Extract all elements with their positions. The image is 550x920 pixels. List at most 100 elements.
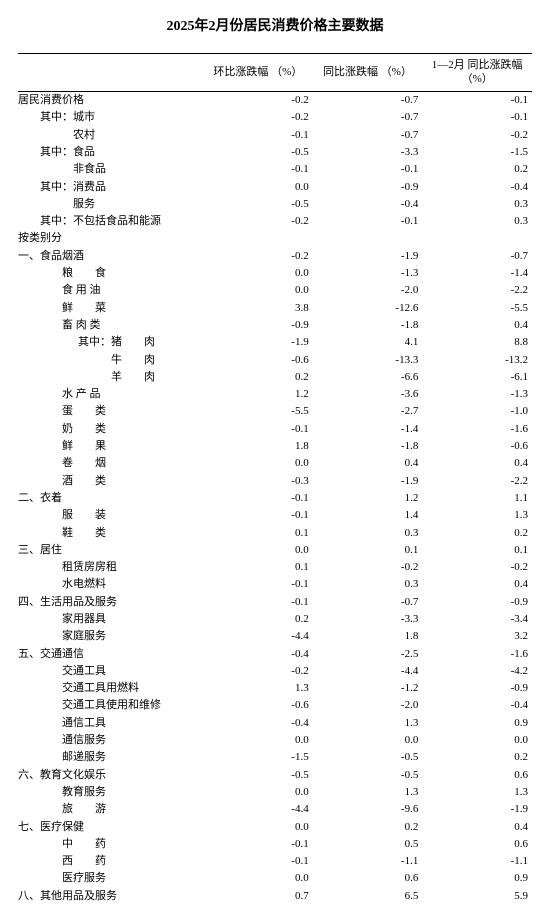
row-value: -0.6	[422, 438, 532, 455]
table-row: 羊 肉0.2-6.6-6.1	[18, 368, 532, 385]
row-value: 0.0	[203, 818, 313, 835]
row-value: -0.5	[203, 143, 313, 160]
row-value: 4.1	[313, 334, 423, 351]
table-row: 其中：猪 肉-1.94.18.8	[18, 334, 532, 351]
row-value: 1.3	[313, 783, 423, 800]
row-value: 0.4	[422, 818, 532, 835]
row-value: -4.4	[313, 662, 423, 679]
row-value: 0.6	[422, 835, 532, 852]
row-label: 畜 肉 类	[18, 316, 203, 333]
row-value: 0.0	[203, 783, 313, 800]
table-row: 五、交通通信-0.4-2.5-1.6	[18, 645, 532, 662]
row-label: 蛋 类	[18, 403, 203, 420]
row-value: -5.5	[203, 403, 313, 420]
row-value: -6.6	[313, 368, 423, 385]
row-label: 卷 烟	[18, 455, 203, 472]
row-value: -0.1	[422, 91, 532, 109]
row-value: -0.1	[203, 126, 313, 143]
row-value: 0.2	[203, 611, 313, 628]
row-label: 农村	[18, 126, 203, 143]
header-row: 环比涨跌幅 （%） 同比涨跌幅 （%） 1—2月 同比涨跌幅（%）	[18, 54, 532, 92]
row-value: -0.1	[313, 213, 423, 230]
row-value: 0.0	[203, 541, 313, 558]
row-value: -13.2	[422, 351, 532, 368]
row-value: 0.0	[422, 732, 532, 749]
row-value: 0.2	[422, 161, 532, 178]
row-value: -2.2	[422, 472, 532, 489]
row-label: 家庭服务	[18, 628, 203, 645]
table-row: 一、食品烟酒-0.2-1.9-0.7	[18, 247, 532, 264]
row-value: -1.5	[422, 143, 532, 160]
row-value: -3.3	[313, 611, 423, 628]
row-label: 家用器具	[18, 611, 203, 628]
row-value: -2.0	[313, 282, 423, 299]
row-value: -1.9	[313, 472, 423, 489]
row-value	[313, 230, 423, 247]
row-label: 五、交通通信	[18, 645, 203, 662]
row-value: -0.2	[203, 213, 313, 230]
row-label: 其中：不包括食品和能源	[18, 213, 203, 230]
table-row: 三、居住0.00.10.1	[18, 541, 532, 558]
table-row: 其中：食品-0.5-3.3-1.5	[18, 143, 532, 160]
row-value: -2.2	[422, 282, 532, 299]
row-label: 非食品	[18, 161, 203, 178]
row-value: 0.3	[313, 524, 423, 541]
row-value: 0.0	[203, 282, 313, 299]
row-label: 八、其他用品及服务	[18, 887, 203, 904]
row-value: -0.2	[203, 91, 313, 109]
row-value: 0.2	[422, 524, 532, 541]
table-row: 其中：城市-0.2-0.7-0.1	[18, 109, 532, 126]
row-value: 1.3	[203, 680, 313, 697]
row-value: 0.3	[422, 213, 532, 230]
row-value: -4.4	[203, 801, 313, 818]
row-value: 0.0	[203, 732, 313, 749]
row-value: 0.0	[313, 732, 423, 749]
row-value: 5.9	[422, 887, 532, 904]
row-label: 交通工具	[18, 662, 203, 679]
table-row: 居民消费价格-0.2-0.7-0.1	[18, 91, 532, 109]
page-title: 2025年2月份居民消费价格主要数据	[18, 15, 532, 35]
table-row: 中 药-0.10.50.6	[18, 835, 532, 852]
row-value: -0.5	[313, 766, 423, 783]
row-value: -0.1	[203, 161, 313, 178]
header-col1: 环比涨跌幅 （%）	[203, 54, 313, 92]
row-label: 七、医疗保健	[18, 818, 203, 835]
row-value: -0.1	[422, 109, 532, 126]
table-row: 鲜 果1.8-1.8-0.6	[18, 438, 532, 455]
row-value: -2.0	[313, 697, 423, 714]
row-value: -0.7	[422, 247, 532, 264]
row-label: 医疗服务	[18, 870, 203, 887]
row-value: -0.7	[313, 593, 423, 610]
row-value: 0.4	[422, 316, 532, 333]
row-label: 交通工具使用和维修	[18, 697, 203, 714]
row-value: -0.6	[203, 697, 313, 714]
row-label: 奶 类	[18, 420, 203, 437]
row-value: -3.4	[422, 611, 532, 628]
row-label: 水 产 品	[18, 386, 203, 403]
row-label: 粮 食	[18, 265, 203, 282]
row-value: -1.9	[313, 247, 423, 264]
row-value: -1.5	[203, 749, 313, 766]
row-label: 服务	[18, 195, 203, 212]
row-value: -4.4	[203, 628, 313, 645]
row-value: -0.7	[313, 109, 423, 126]
row-value: 0.1	[422, 541, 532, 558]
row-value: 0.6	[422, 766, 532, 783]
row-value: 1.4	[313, 507, 423, 524]
cpi-table: 环比涨跌幅 （%） 同比涨跌幅 （%） 1—2月 同比涨跌幅（%） 居民消费价格…	[18, 53, 532, 905]
row-value: 0.4	[422, 576, 532, 593]
row-value: 0.7	[203, 887, 313, 904]
table-row: 酒 类-0.3-1.9-2.2	[18, 472, 532, 489]
row-value: 1.8	[313, 628, 423, 645]
row-label: 鞋 类	[18, 524, 203, 541]
row-value: -12.6	[313, 299, 423, 316]
row-value: 0.9	[422, 714, 532, 731]
table-row: 奶 类-0.1-1.4-1.6	[18, 420, 532, 437]
table-row: 交通工具用燃料1.3-1.2-0.9	[18, 680, 532, 697]
row-value: 0.3	[313, 576, 423, 593]
row-value: -1.9	[203, 334, 313, 351]
row-value: 8.8	[422, 334, 532, 351]
row-value: -0.4	[422, 178, 532, 195]
row-value: 0.0	[203, 265, 313, 282]
row-value: 3.2	[422, 628, 532, 645]
